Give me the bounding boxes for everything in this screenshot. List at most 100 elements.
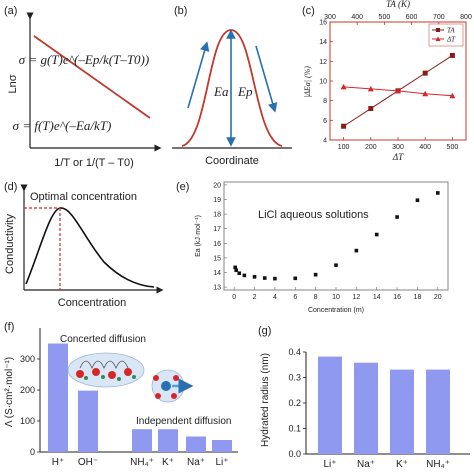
panel-e-y-tick-label: 15: [213, 255, 221, 262]
panel-c-legend-label: TA: [447, 27, 455, 35]
panel-f-bar: [132, 429, 152, 452]
panel-d-label: (d): [4, 181, 17, 193]
panel-e-data-point: [262, 276, 267, 280]
panel-g-bar: [318, 356, 342, 454]
concerted-diffusion-bubble: [67, 352, 145, 388]
panel-c-legend-label: ΔT: [446, 36, 456, 44]
panel-g-category-label: Na⁺: [357, 459, 375, 470]
panel-g-y-tick-label: 0.4: [288, 347, 301, 357]
panel-c-top-tick-label: 700: [433, 14, 445, 21]
panel-c-y-tick-label: 14: [319, 39, 327, 46]
panel-f-category-label: Li⁺: [215, 457, 228, 468]
panel-e-data-point: [395, 215, 399, 219]
panel-d: (d) Optimal concentration Conductivity C…: [4, 181, 164, 309]
panel-e-data-point: [293, 276, 298, 281]
panel-e-x-tick-label: 6: [293, 294, 297, 301]
panel-c-y-label: |ΔEa| (%): [303, 66, 312, 98]
panel-c-y-tick-label: 6: [323, 118, 327, 125]
concerted-h-2: [101, 375, 105, 379]
panel-f-label: (f): [4, 321, 14, 333]
panel-e-y-tick-label: 17: [213, 226, 221, 233]
panel-d-annotation: Optimal concentration: [30, 191, 137, 203]
panel-e-x-tick-label: 10: [332, 294, 340, 301]
panel-e-data-point: [242, 273, 247, 278]
panel-g: (g) 0.0 0.1 0.2 0.3 0.4 Li⁺ Na⁺ K⁺ NH₄⁺ Hydrated…: [258, 325, 470, 470]
panel-b-backward-arrow: [255, 45, 278, 113]
panel-b-ea-label: Ea: [213, 84, 229, 99]
panel-e-label: (e): [176, 181, 189, 193]
panel-e-marks: 13 14 15 16 17 18 19 20 0 2 4 6 8 10 12 14 16 18 20: [213, 182, 442, 301]
panel-c-legend-marker: [435, 36, 441, 41]
panel-c-y-tick-label: 16: [319, 20, 327, 27]
panel-f-category-label: K⁺: [162, 457, 174, 468]
panel-g-y-label: Hydrated radius (nm): [260, 353, 271, 447]
panel-g-category-label: Li⁺: [323, 459, 336, 470]
panel-e-data-point: [234, 268, 239, 273]
panel-e-data-point: [237, 271, 242, 276]
panel-g-bar: [426, 369, 450, 454]
panel-f-bar: [78, 390, 98, 452]
panel-b-label: (b): [174, 5, 187, 17]
panel-f-y-tick-label: 300: [20, 354, 35, 364]
panel-e-y-tick-label: 14: [213, 270, 221, 277]
panel-e-x-tick-label: 0: [232, 294, 236, 301]
panel-c-top-tick-label: 500: [379, 14, 391, 21]
panel-e-data-point: [313, 272, 318, 277]
panel-e-x-tick-label: 12: [352, 294, 360, 301]
panel-e-plot-frame: [223, 181, 449, 291]
concerted-ion-3: [108, 371, 116, 379]
concerted-h-1: [84, 376, 88, 380]
panel-c-point-triangle: [367, 85, 374, 92]
panel-e-data-point: [415, 198, 420, 203]
panel-c-y-tick-label: 12: [319, 59, 327, 66]
concerted-ion-2: [92, 368, 100, 376]
panel-e-x-label: Concentration (m): [308, 307, 364, 314]
panel-c-top-tick-label: 400: [351, 14, 363, 21]
panel-a-equation-top: σ = g(T)e^(–Ep/k(T–T0)): [19, 52, 149, 67]
panel-e-x-tick-label: 4: [273, 294, 277, 301]
panel-e-data-point: [354, 248, 359, 253]
panel-c-point-square: [368, 106, 374, 112]
concerted-h-3: [117, 377, 121, 381]
panel-c-x-tick-label: 100: [338, 144, 350, 151]
panel-a-y-label: Lnσ: [7, 74, 19, 93]
panel-e-x-tick-label: 20: [434, 294, 442, 301]
panel-c-legend-box: [428, 23, 464, 47]
panel-a-trend-line: [33, 35, 151, 119]
concerted-hop-path: [79, 360, 129, 370]
panel-e-data-point: [436, 191, 440, 195]
panel-e-y-tick-label: 20: [213, 182, 221, 189]
independent-diffusion-illustration: [151, 369, 194, 403]
concerted-diffusion-illustration: [67, 352, 145, 388]
panel-f-category-label: OH⁻: [78, 457, 98, 468]
independent-central-ion: [161, 381, 171, 391]
panel-c-top-tick-label: 600: [406, 14, 418, 21]
panel-f-category-label: Na⁺: [187, 457, 205, 468]
panel-c-point-triangle: [395, 87, 401, 94]
panel-e-annotation: LiCl aqueous solutions: [258, 209, 369, 221]
panel-c-point-triangle: [340, 83, 347, 90]
panel-f-category-label: H⁺: [52, 457, 65, 468]
independent-diffusion-label: Independent diffusion: [136, 416, 231, 427]
panel-c-point-square: [422, 70, 428, 76]
panel-e-x-tick-label: 18: [414, 294, 422, 301]
panel-d-conductivity-curve: [25, 207, 155, 288]
panel-f-category-label: NH₄⁺: [130, 457, 154, 468]
panel-c-point-triangle: [449, 92, 456, 99]
panel-g-y-tick-label: 0.2: [288, 398, 301, 408]
panel-e-data-point: [334, 263, 338, 267]
panel-c-point-square: [341, 123, 347, 129]
panel-f-bar: [186, 436, 206, 452]
panel-f-y-tick-label: 0: [30, 447, 35, 457]
panel-a-equation-bottom: σ = f(T)e^(–Ea/kT): [13, 118, 112, 133]
panel-b-x-label: Coordinate: [205, 155, 259, 167]
independent-shell-4: [171, 393, 177, 399]
panel-b-energy-curve: [181, 29, 283, 147]
panel-g-category-label: NH₄⁺: [426, 459, 450, 470]
panel-e-y-tick-label: 13: [213, 285, 221, 292]
panel-e-data-point: [233, 265, 237, 270]
independent-shell-3: [155, 393, 161, 399]
concerted-h-4: [132, 375, 136, 379]
panel-e-data-point: [374, 232, 379, 237]
